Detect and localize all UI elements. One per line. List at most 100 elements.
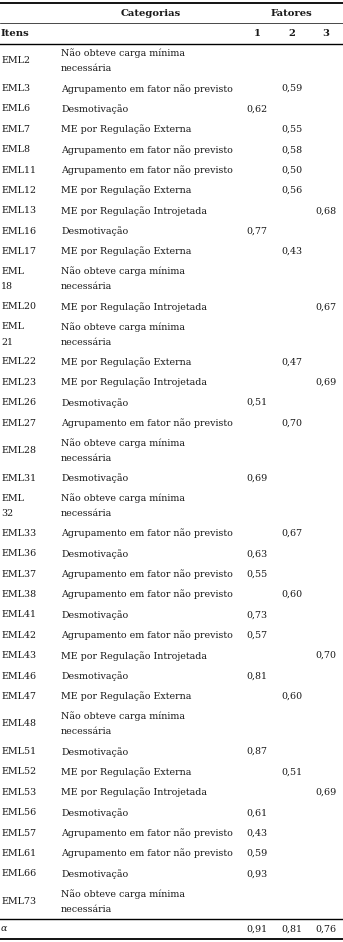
Text: 0,69: 0,69 (315, 378, 336, 387)
Text: necessária: necessária (61, 64, 112, 73)
Text: 0,62: 0,62 (247, 105, 268, 113)
Text: 0,69: 0,69 (315, 788, 336, 797)
Text: 0,55: 0,55 (281, 125, 302, 134)
Text: 0,77: 0,77 (247, 227, 268, 236)
Text: EML2: EML2 (1, 57, 30, 66)
Text: Desmotivação: Desmotivação (61, 226, 128, 236)
Text: 0,58: 0,58 (281, 145, 302, 154)
Text: 0,93: 0,93 (247, 869, 268, 878)
Text: necessária: necessária (61, 337, 112, 347)
Text: 0,70: 0,70 (281, 418, 302, 428)
Text: Agrupamento em fator não previsto: Agrupamento em fator não previsto (61, 145, 233, 154)
Text: Não obteve carga mínima: Não obteve carga mínima (61, 711, 185, 722)
Text: EML61: EML61 (1, 849, 36, 858)
Text: Agrupamento em fator não previsto: Agrupamento em fator não previsto (61, 590, 233, 599)
Text: Agrupamento em fator não previsto: Agrupamento em fator não previsto (61, 630, 233, 641)
Text: EML38: EML38 (1, 590, 36, 599)
Text: EML22: EML22 (1, 357, 36, 366)
Text: Agrupamento em fator não previsto: Agrupamento em fator não previsto (61, 84, 233, 93)
Text: ME por Regulação Introjetada: ME por Regulação Introjetada (61, 788, 207, 797)
Text: 18: 18 (1, 283, 13, 291)
Text: 0,67: 0,67 (315, 302, 336, 311)
Text: ME por Regulação Introjetada: ME por Regulação Introjetada (61, 651, 207, 660)
Text: 0,63: 0,63 (247, 549, 268, 559)
Text: Desmotivação: Desmotivação (61, 747, 128, 756)
Text: 0,50: 0,50 (281, 166, 302, 174)
Text: 0,87: 0,87 (247, 747, 268, 756)
Text: EML36: EML36 (1, 549, 36, 559)
Text: 0,43: 0,43 (247, 829, 268, 837)
Text: 0,69: 0,69 (247, 474, 268, 482)
Text: 0,81: 0,81 (247, 672, 268, 680)
Text: EML27: EML27 (1, 418, 36, 428)
Text: EML42: EML42 (1, 631, 36, 640)
Text: Desmotivação: Desmotivação (61, 398, 128, 408)
Text: EML43: EML43 (1, 651, 36, 660)
Text: 0,43: 0,43 (281, 247, 302, 256)
Text: 0,55: 0,55 (247, 570, 268, 578)
Text: α: α (1, 924, 8, 934)
Text: Agrupamento em fator não previsto: Agrupamento em fator não previsto (61, 828, 233, 838)
Text: EML26: EML26 (1, 398, 36, 407)
Text: Não obteve carga mínima: Não obteve carga mínima (61, 267, 185, 276)
Text: EML53: EML53 (1, 788, 36, 797)
Text: EML33: EML33 (1, 529, 36, 538)
Text: 0,76: 0,76 (315, 924, 336, 934)
Text: Agrupamento em fator não previsto: Agrupamento em fator não previsto (61, 569, 233, 579)
Text: Categorias: Categorias (120, 8, 181, 18)
Text: EML: EML (1, 322, 24, 332)
Text: Desmotivação: Desmotivação (61, 474, 128, 483)
Text: 32: 32 (1, 509, 13, 518)
Text: Desmotivação: Desmotivação (61, 808, 128, 818)
Text: EML12: EML12 (1, 186, 36, 195)
Text: Itens: Itens (1, 29, 30, 38)
Text: necessária: necessária (61, 454, 112, 463)
Text: 2: 2 (288, 29, 295, 38)
Text: EML11: EML11 (1, 166, 36, 174)
Text: EML: EML (1, 494, 24, 503)
Text: Agrupamento em fator não previsto: Agrupamento em fator não previsto (61, 528, 233, 539)
Text: 3: 3 (322, 29, 329, 38)
Text: EML31: EML31 (1, 474, 36, 482)
Text: EML20: EML20 (1, 302, 36, 311)
Text: EML41: EML41 (1, 610, 36, 620)
Text: 0,70: 0,70 (315, 651, 336, 660)
Text: necessária: necessária (61, 509, 112, 518)
Text: 0,51: 0,51 (281, 768, 302, 776)
Text: 21: 21 (1, 337, 13, 347)
Text: Fatores: Fatores (271, 8, 312, 18)
Text: EML73: EML73 (1, 897, 36, 906)
Text: 0,81: 0,81 (281, 924, 302, 934)
Text: Agrupamento em fator não previsto: Agrupamento em fator não previsto (61, 418, 233, 428)
Text: ME por Regulação Externa: ME por Regulação Externa (61, 186, 191, 195)
Text: 1: 1 (254, 29, 261, 38)
Text: 0,59: 0,59 (247, 849, 268, 858)
Text: ME por Regulação Externa: ME por Regulação Externa (61, 767, 191, 777)
Text: 0,51: 0,51 (247, 398, 268, 407)
Text: EML51: EML51 (1, 747, 36, 756)
Text: Não obteve carga mínima: Não obteve carga mínima (61, 889, 185, 899)
Text: EML48: EML48 (1, 720, 36, 728)
Text: Desmotivação: Desmotivação (61, 549, 128, 559)
Text: EML47: EML47 (1, 691, 36, 701)
Text: ME por Regulação Introjetada: ME por Regulação Introjetada (61, 378, 207, 387)
Text: 0,59: 0,59 (281, 84, 302, 93)
Text: 0,91: 0,91 (247, 924, 268, 934)
Text: Não obteve carga mínima: Não obteve carga mínima (61, 48, 185, 58)
Text: EML: EML (1, 267, 24, 276)
Text: ME por Regulação Introjetada: ME por Regulação Introjetada (61, 301, 207, 312)
Text: 0,67: 0,67 (281, 529, 302, 538)
Text: EML3: EML3 (1, 84, 30, 93)
Text: EML28: EML28 (1, 447, 36, 455)
Text: 0,57: 0,57 (247, 631, 268, 640)
Text: EML17: EML17 (1, 247, 36, 256)
Text: EML66: EML66 (1, 869, 36, 878)
Text: 0,68: 0,68 (315, 206, 336, 215)
Text: necessária: necessária (61, 904, 112, 914)
Text: necessária: necessária (61, 283, 112, 291)
Text: Não obteve carga mínima: Não obteve carga mínima (61, 322, 185, 332)
Text: Agrupamento em fator não previsto: Agrupamento em fator não previsto (61, 165, 233, 175)
Text: EML37: EML37 (1, 570, 36, 578)
Text: ME por Regulação Externa: ME por Regulação Externa (61, 691, 191, 701)
Text: 0,56: 0,56 (281, 186, 302, 195)
